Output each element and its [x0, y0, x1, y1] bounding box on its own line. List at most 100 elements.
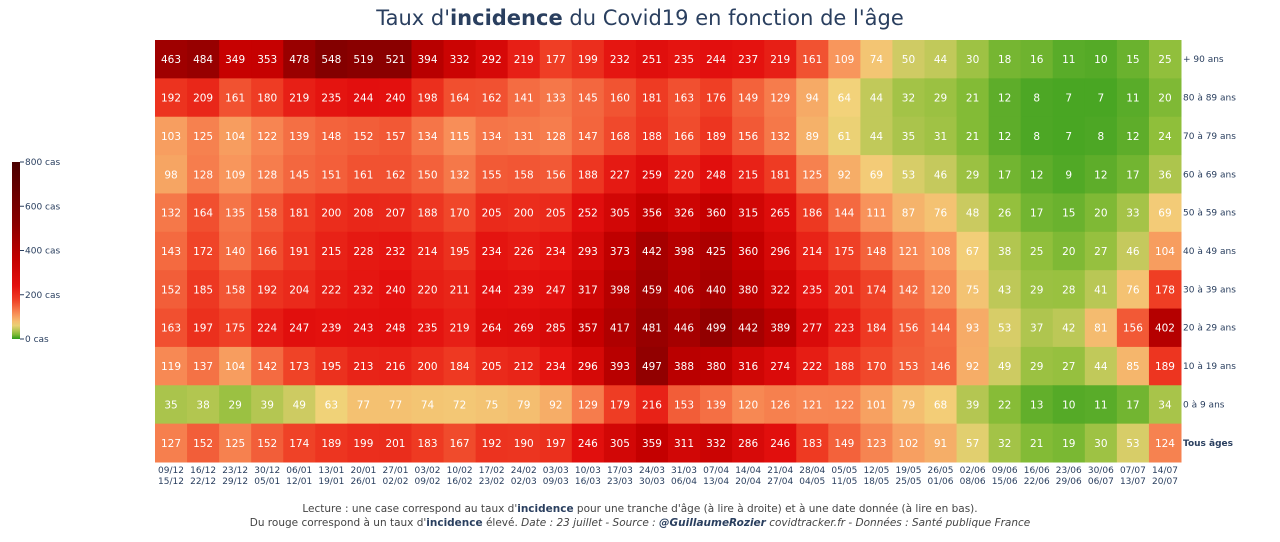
x-tick-label: 05/05 11/05 — [831, 466, 857, 487]
heatmap-cell — [860, 385, 893, 425]
cell-value-label: 212 — [514, 361, 534, 373]
cell-value-label: 315 — [738, 208, 758, 220]
cell-value-label: 12 — [998, 93, 1011, 105]
cell-value-label: 389 — [770, 323, 790, 335]
heatmap-cell — [411, 270, 445, 310]
cell-value-label: 152 — [161, 284, 181, 296]
cell-value-label: 61 — [838, 131, 851, 143]
heatmap-cell — [283, 116, 316, 156]
cell-value-label: 149 — [834, 438, 854, 450]
heatmap-cell — [700, 231, 733, 271]
cell-value-label: 49 — [293, 399, 306, 411]
x-tick-label: 23/06 29/06 — [1056, 466, 1082, 487]
cell-value-label: 173 — [289, 361, 309, 373]
cell-value-label: 157 — [385, 131, 405, 143]
heatmap-cell — [219, 346, 252, 386]
y-tick-label: 40 à 49 ans — [1183, 247, 1236, 257]
heatmap-cell — [187, 385, 220, 425]
cell-value-label: 163 — [674, 93, 694, 105]
cell-value-label: 19 — [1062, 438, 1075, 450]
heatmap-cell — [283, 231, 316, 271]
heatmap-cell — [315, 78, 348, 118]
cell-value-label: 29 — [228, 399, 241, 411]
heatmap-cell-labels: 463 484 349 353 478 548 519 521 394 332 292 219 177 1… — [161, 54, 1175, 450]
x-axis-labels: 09/12 15/12 16/12 22/12 23/12 29/12 30/12 05/01… — [158, 466, 1178, 487]
cell-value-label: 29 — [1030, 284, 1043, 296]
heatmap-cell — [796, 231, 829, 271]
heatmap-cell — [1020, 308, 1054, 348]
heatmap-cell — [860, 346, 893, 386]
cell-value-label: 79 — [517, 399, 530, 411]
heatmap-cell — [411, 40, 445, 79]
cell-value-label: 459 — [642, 284, 662, 296]
cell-value-label: 38 — [998, 246, 1011, 258]
heatmap-cell — [860, 78, 893, 118]
heatmap-cell — [700, 40, 733, 79]
cell-value-label: 191 — [289, 246, 309, 258]
heatmap-cell — [443, 40, 477, 79]
heatmap-cell — [1116, 385, 1150, 425]
cell-value-label: 20 — [1094, 208, 1107, 220]
heatmap-cell — [828, 346, 861, 386]
heatmap-cell — [1116, 40, 1150, 79]
heatmap-cell — [539, 193, 573, 233]
heatmap-cell — [571, 423, 605, 463]
heatmap-cell — [475, 346, 509, 386]
cell-value-label: 31 — [934, 131, 947, 143]
heatmap-cell — [219, 40, 252, 79]
cell-value-label: 104 — [225, 131, 245, 143]
heatmap-cell — [1084, 270, 1118, 310]
heatmap-cell — [988, 78, 1022, 118]
cell-value-label: 44 — [870, 131, 884, 143]
heatmap-cell — [956, 385, 990, 425]
cell-value-label: 127 — [161, 438, 181, 450]
heatmap-cell — [668, 40, 701, 79]
cell-value-label: 16 — [1030, 54, 1044, 66]
heatmap-cell — [1052, 231, 1086, 271]
heatmap-cell — [796, 40, 829, 79]
heatmap-cell — [668, 193, 701, 233]
x-tick-label: 07/07 13/07 — [1120, 466, 1146, 487]
heatmap-cell — [732, 116, 765, 156]
cell-value-label: 388 — [674, 361, 694, 373]
cell-value-label: 213 — [353, 361, 373, 373]
heatmap-cell — [1020, 385, 1054, 425]
cell-value-label: 39 — [261, 399, 274, 411]
cell-value-label: 237 — [738, 54, 758, 66]
heatmap-cell — [219, 78, 252, 118]
cell-value-label: 125 — [802, 169, 822, 181]
cell-value-label: 357 — [578, 323, 598, 335]
heatmap-cell — [700, 78, 733, 118]
cell-value-label: 30 — [966, 54, 979, 66]
heatmap-cell — [1020, 423, 1054, 463]
heatmap-cell — [668, 155, 701, 194]
heatmap-cell — [347, 231, 380, 271]
heatmap-cell — [411, 231, 445, 271]
heatmap-cell — [924, 231, 958, 271]
cell-value-label: 164 — [193, 208, 213, 220]
cell-value-label: 158 — [257, 208, 277, 220]
cell-value-label: 42 — [1062, 323, 1075, 335]
heatmap-cell — [635, 193, 669, 233]
heatmap-cell — [603, 116, 637, 156]
heatmap-cell — [379, 270, 412, 310]
cell-value-label: 53 — [1126, 438, 1139, 450]
cell-value-label: 15 — [1126, 54, 1139, 66]
heatmap-cell — [347, 423, 380, 463]
cell-value-label: 359 — [642, 438, 662, 450]
cell-value-label: 152 — [193, 438, 213, 450]
cell-value-label: 18 — [998, 54, 1011, 66]
cell-value-label: 46 — [1126, 246, 1140, 258]
cell-value-label: 215 — [321, 246, 341, 258]
cell-value-label: 139 — [706, 399, 726, 411]
heatmap-cell — [571, 270, 605, 310]
heatmap-cell — [251, 308, 284, 348]
cell-value-label: 123 — [866, 438, 886, 450]
cell-value-label: 186 — [802, 208, 822, 220]
heatmap-cell — [956, 193, 990, 233]
heatmap-cell — [956, 116, 990, 156]
cell-value-label: 248 — [706, 169, 726, 181]
cell-value-label: 48 — [966, 208, 979, 220]
cell-value-label: 122 — [257, 131, 277, 143]
cell-value-label: 167 — [450, 438, 470, 450]
